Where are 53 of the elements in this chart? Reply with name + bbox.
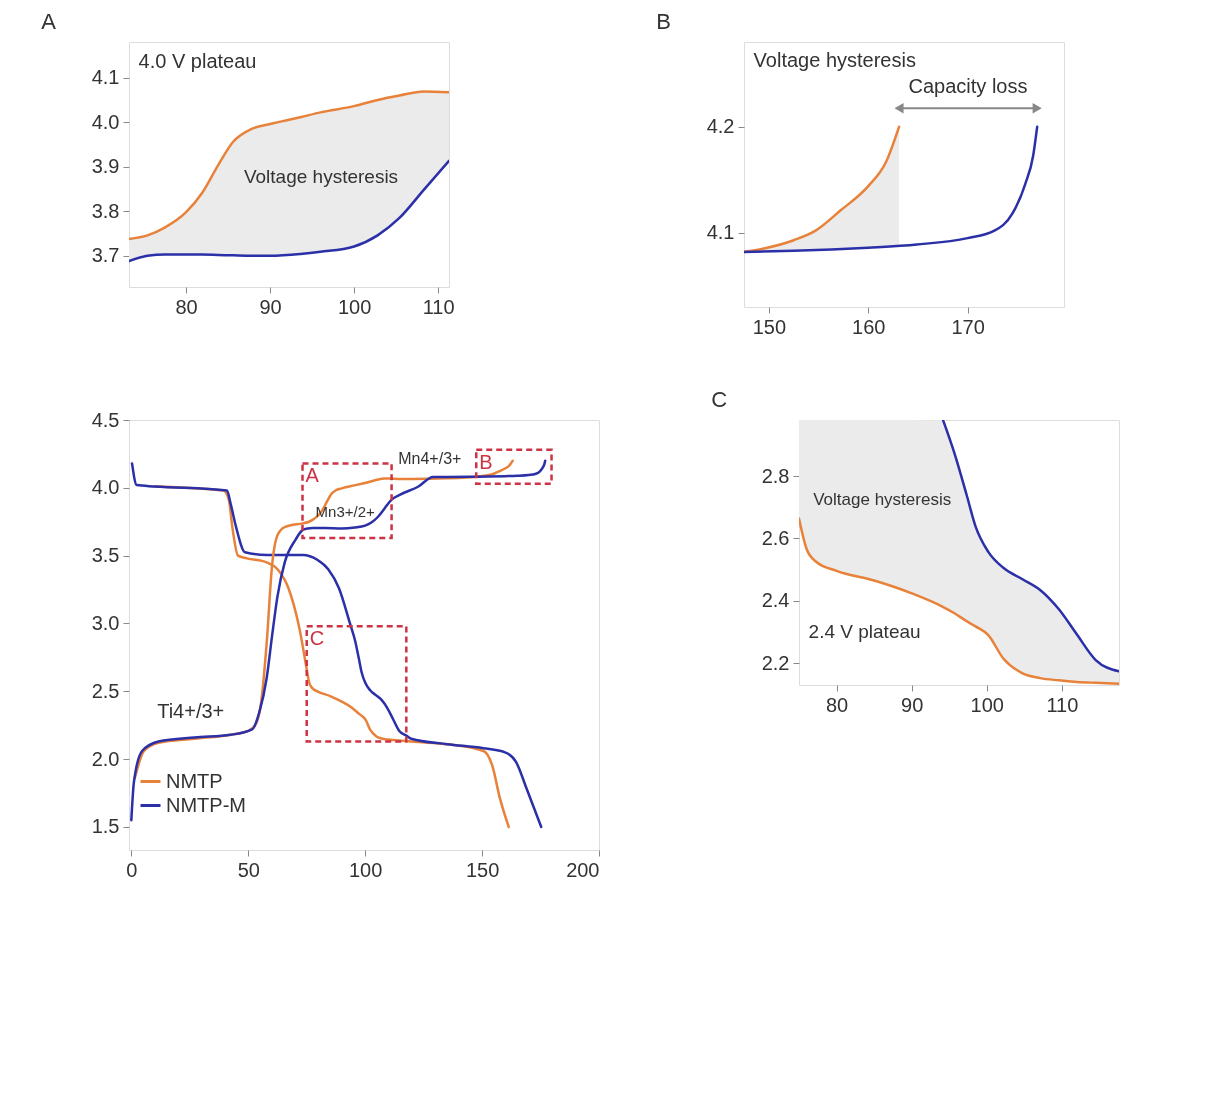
line-series	[129, 159, 449, 263]
x-tick-label: 150	[465, 858, 500, 881]
annotation: Voltage hysteresis	[813, 489, 952, 509]
annotation: 2.4 V plateau	[808, 621, 921, 642]
y-tick-label: 2.4	[761, 589, 790, 612]
x-tick-label: 100	[337, 295, 372, 318]
chart-title: A	[41, 9, 57, 34]
x-tick-label: 80	[175, 295, 198, 318]
y-tick-label: 4.1	[91, 66, 120, 89]
annotation: 4.0 V plateau	[138, 49, 257, 72]
x-tick-label: 170	[951, 315, 985, 338]
annotation: Voltage hysteresis	[753, 48, 916, 71]
x-tick-label: 110	[422, 295, 455, 318]
x-tick-label: 150	[752, 315, 787, 338]
y-tick-label: 3.8	[91, 199, 120, 222]
x-tick-label: 0	[126, 858, 138, 881]
y-tick-label: 2.2	[761, 651, 790, 674]
legend-label: NMTP-M	[166, 793, 246, 816]
annotation: Mn4+/3+	[398, 449, 462, 467]
y-tick-label: 3.7	[91, 244, 120, 267]
y-tick-label: 4.0	[91, 476, 120, 499]
y-tick-label: 3.0	[91, 611, 120, 634]
x-tick-label: 100	[970, 693, 1004, 716]
legend-label: NMTP	[166, 769, 223, 792]
x-tick-label: 50	[237, 858, 260, 881]
y-tick-label: 3.5	[91, 544, 120, 567]
y-tick-label: 4.2	[706, 115, 735, 138]
x-tick-label: 90	[901, 693, 924, 716]
chart-title: C	[309, 627, 325, 650]
line-series	[744, 125, 1039, 254]
annotation: Ti4+/3+	[157, 700, 225, 723]
x-tick-label: 110	[1046, 693, 1079, 716]
chart-title: C	[711, 387, 728, 412]
chart-title: A	[305, 464, 319, 487]
chart-title: B	[479, 450, 493, 473]
y-tick-label: 2.8	[761, 464, 790, 487]
y-tick-label: 2.6	[761, 526, 790, 549]
x-tick-label: 100	[348, 858, 383, 881]
x-tick-label: 200	[566, 858, 600, 881]
y-tick-label: 2.0	[91, 747, 120, 770]
line-series	[799, 517, 1119, 685]
x-tick-label: 80	[825, 693, 849, 716]
y-tick-label: 1.5	[91, 815, 120, 838]
y-tick-label: 4.5	[91, 408, 120, 431]
annotation: Voltage hysteresis	[243, 165, 399, 187]
x-tick-label: 160	[852, 315, 886, 338]
y-tick-label: 4.1	[706, 221, 735, 244]
y-tick-label: 3.9	[91, 155, 120, 178]
y-tick-label: 2.5	[91, 679, 120, 702]
x-tick-label: 90	[259, 295, 282, 318]
annotation: Capacity loss	[908, 75, 1028, 98]
y-tick-label: 4.0	[91, 110, 120, 133]
chart-title: B	[656, 9, 671, 34]
